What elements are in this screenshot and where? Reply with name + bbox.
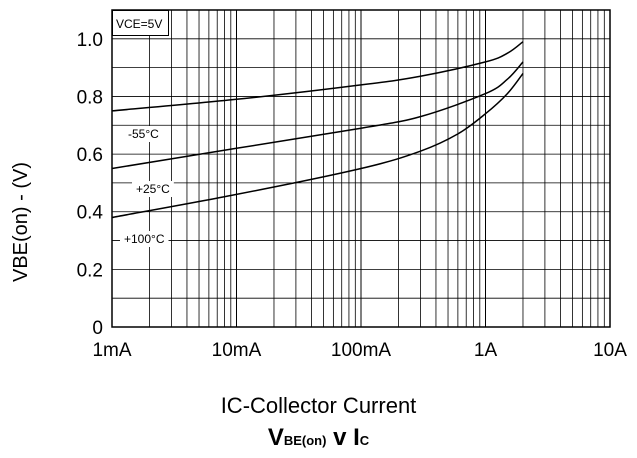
x-tick-label: 10mA [212,340,262,361]
x-tick-label: 1A [474,340,498,361]
subtitle-part-c: C [359,433,370,448]
x-axis-label: IC-Collector Current [220,393,417,418]
y-tick-label: 0.6 [77,145,103,166]
conditions-annotation: VCE=5V [112,10,169,36]
subtitle-part-be-on: BE(on) [283,433,327,448]
series-label: +25°C [132,181,174,197]
y-tick-label: 0.8 [77,87,103,108]
series-label-text: +100°C [124,232,165,246]
y-tick-label: 0 [92,318,103,339]
chart-subtitle: VBE(on) v IC [0,424,637,452]
x-tick-label: 100mA [331,340,392,361]
y-tick-label: 0.2 [77,260,103,281]
y-tick-label: 0.4 [77,203,104,224]
series-line [111,61,524,170]
x-tick-label: 10A [593,340,627,361]
x-tick-labels: 1mA 10mA 100mA 1A 10A [92,340,627,361]
series-line [111,41,524,112]
series-label-text: +25°C [136,182,170,196]
subtitle-part-v-i: v I [326,424,360,451]
x-tick-label: 1mA [92,340,131,361]
series-line [111,72,524,219]
series-label: -55°C [124,126,163,142]
series-lines [111,41,524,219]
y-axis-label: VBE(on) - (V) [10,162,32,282]
series-label-text: -55°C [128,127,159,141]
series-label: +100°C [120,231,169,247]
conditions-text: VCE=5V [116,17,162,31]
subtitle-part-v: V [267,424,284,451]
y-tick-label: 1.0 [77,30,103,51]
y-tick-labels: 0 0.2 0.4 0.6 0.8 1.0 [77,30,104,339]
series-labels: -55°C +25°C +100°C [120,126,174,247]
